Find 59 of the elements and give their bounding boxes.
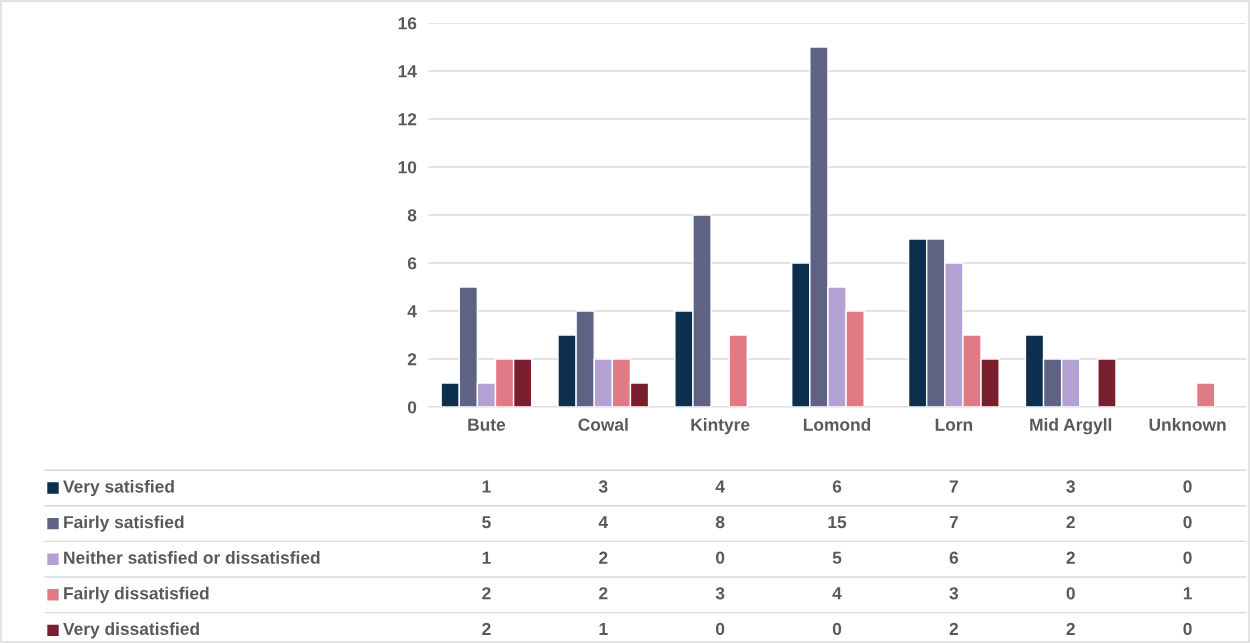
legend-label: Very satisfied xyxy=(63,479,174,497)
data-label: 3 xyxy=(1066,480,1075,493)
data-label: 5 xyxy=(832,551,842,564)
bar xyxy=(1097,358,1117,407)
data-label: 7 xyxy=(949,480,958,493)
data-label: 4 xyxy=(715,480,725,493)
data-label: 3 xyxy=(598,480,608,493)
data-label: 2 xyxy=(1066,515,1075,529)
data-label: 6 xyxy=(832,480,842,493)
data-label: 0 xyxy=(716,551,725,564)
x-tick-label: Lorn xyxy=(935,418,973,431)
data-label: 4 xyxy=(832,587,842,600)
y-tick-label: 12 xyxy=(398,113,417,126)
bar xyxy=(728,334,749,407)
data-label: 6 xyxy=(949,551,959,564)
x-tick-label: Unknown xyxy=(1149,418,1226,431)
y-tick-label: 14 xyxy=(398,65,417,78)
data-label: 0 xyxy=(1183,622,1192,636)
y-tick-label: 0 xyxy=(407,401,417,414)
data-label: 1 xyxy=(482,551,491,564)
data-label: 2 xyxy=(599,551,608,564)
data-label: 2 xyxy=(482,622,491,635)
data-label: 0 xyxy=(716,622,725,636)
bar xyxy=(1195,382,1216,407)
y-tick-label: 4 xyxy=(407,305,417,318)
data-label: 2 xyxy=(1066,622,1075,635)
x-tick-label: Kintyre xyxy=(691,418,750,435)
data-label: 0 xyxy=(1066,587,1075,600)
y-tick-label: 10 xyxy=(398,161,417,174)
y-tick-label: 16 xyxy=(398,17,417,30)
legend-label: Fairly satisfied xyxy=(64,515,184,532)
legend-label: Fairly dissatisfied xyxy=(64,586,209,603)
x-tick-label: Bute xyxy=(468,418,506,431)
x-tick-label: Cowal xyxy=(578,418,628,431)
data-label: 15 xyxy=(828,516,847,529)
x-tick-label: Mid Argyll xyxy=(1030,418,1112,435)
y-tick-label: 8 xyxy=(407,209,417,222)
data-label: 3 xyxy=(715,587,725,600)
data-label: 5 xyxy=(482,516,491,529)
data-label: 1 xyxy=(482,480,491,493)
data-label: 0 xyxy=(1183,480,1192,493)
legend-label: Very dissatisfied xyxy=(63,622,199,639)
data-label: 2 xyxy=(949,622,958,635)
data-label: 3 xyxy=(949,587,959,600)
y-tick-label: 6 xyxy=(407,257,417,270)
y-tick-label: 2 xyxy=(407,353,417,366)
legend-label: Neither satisfied or dissatisfied xyxy=(64,551,320,564)
data-label: 1 xyxy=(599,622,608,635)
data-label: 4 xyxy=(598,516,609,529)
data-label: 2 xyxy=(482,587,491,600)
data-label: 7 xyxy=(949,516,958,529)
data-label: 2 xyxy=(599,587,608,600)
data-label: 2 xyxy=(1066,551,1075,564)
data-label: 8 xyxy=(715,515,725,529)
data-label: 0 xyxy=(832,622,842,636)
data-label: 1 xyxy=(1183,587,1192,600)
x-tick-label: Lomond xyxy=(803,418,871,431)
data-label: 0 xyxy=(1183,515,1192,529)
data-label: 0 xyxy=(1183,551,1192,564)
